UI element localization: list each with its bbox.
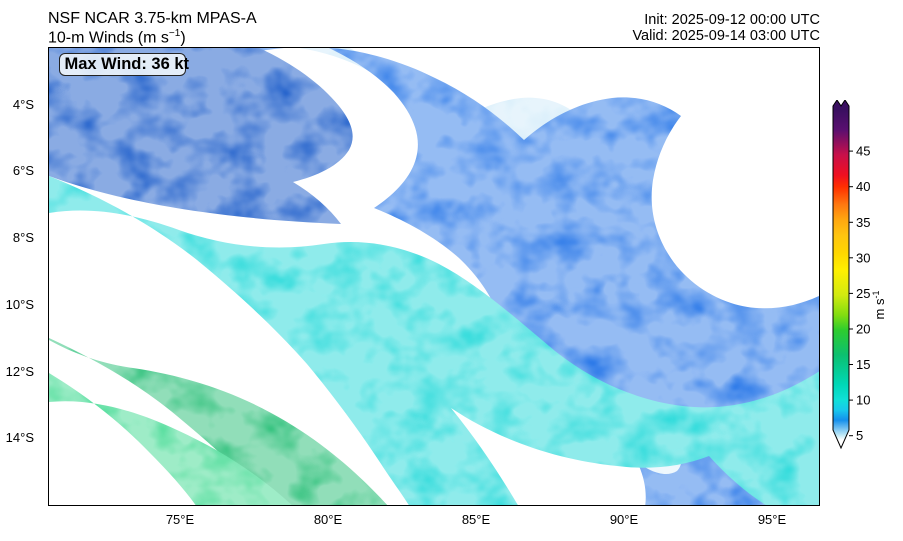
- svg-text:25: 25: [856, 286, 870, 301]
- svg-text:45: 45: [856, 144, 870, 159]
- svg-text:10: 10: [856, 393, 870, 408]
- svg-text:35: 35: [856, 215, 870, 230]
- svg-text:m s-1: m s-1: [871, 291, 887, 320]
- svg-text:5: 5: [856, 428, 863, 443]
- svg-text:20: 20: [856, 322, 870, 337]
- svg-text:30: 30: [856, 250, 870, 265]
- svg-text:40: 40: [856, 179, 870, 194]
- svg-text:15: 15: [856, 357, 870, 372]
